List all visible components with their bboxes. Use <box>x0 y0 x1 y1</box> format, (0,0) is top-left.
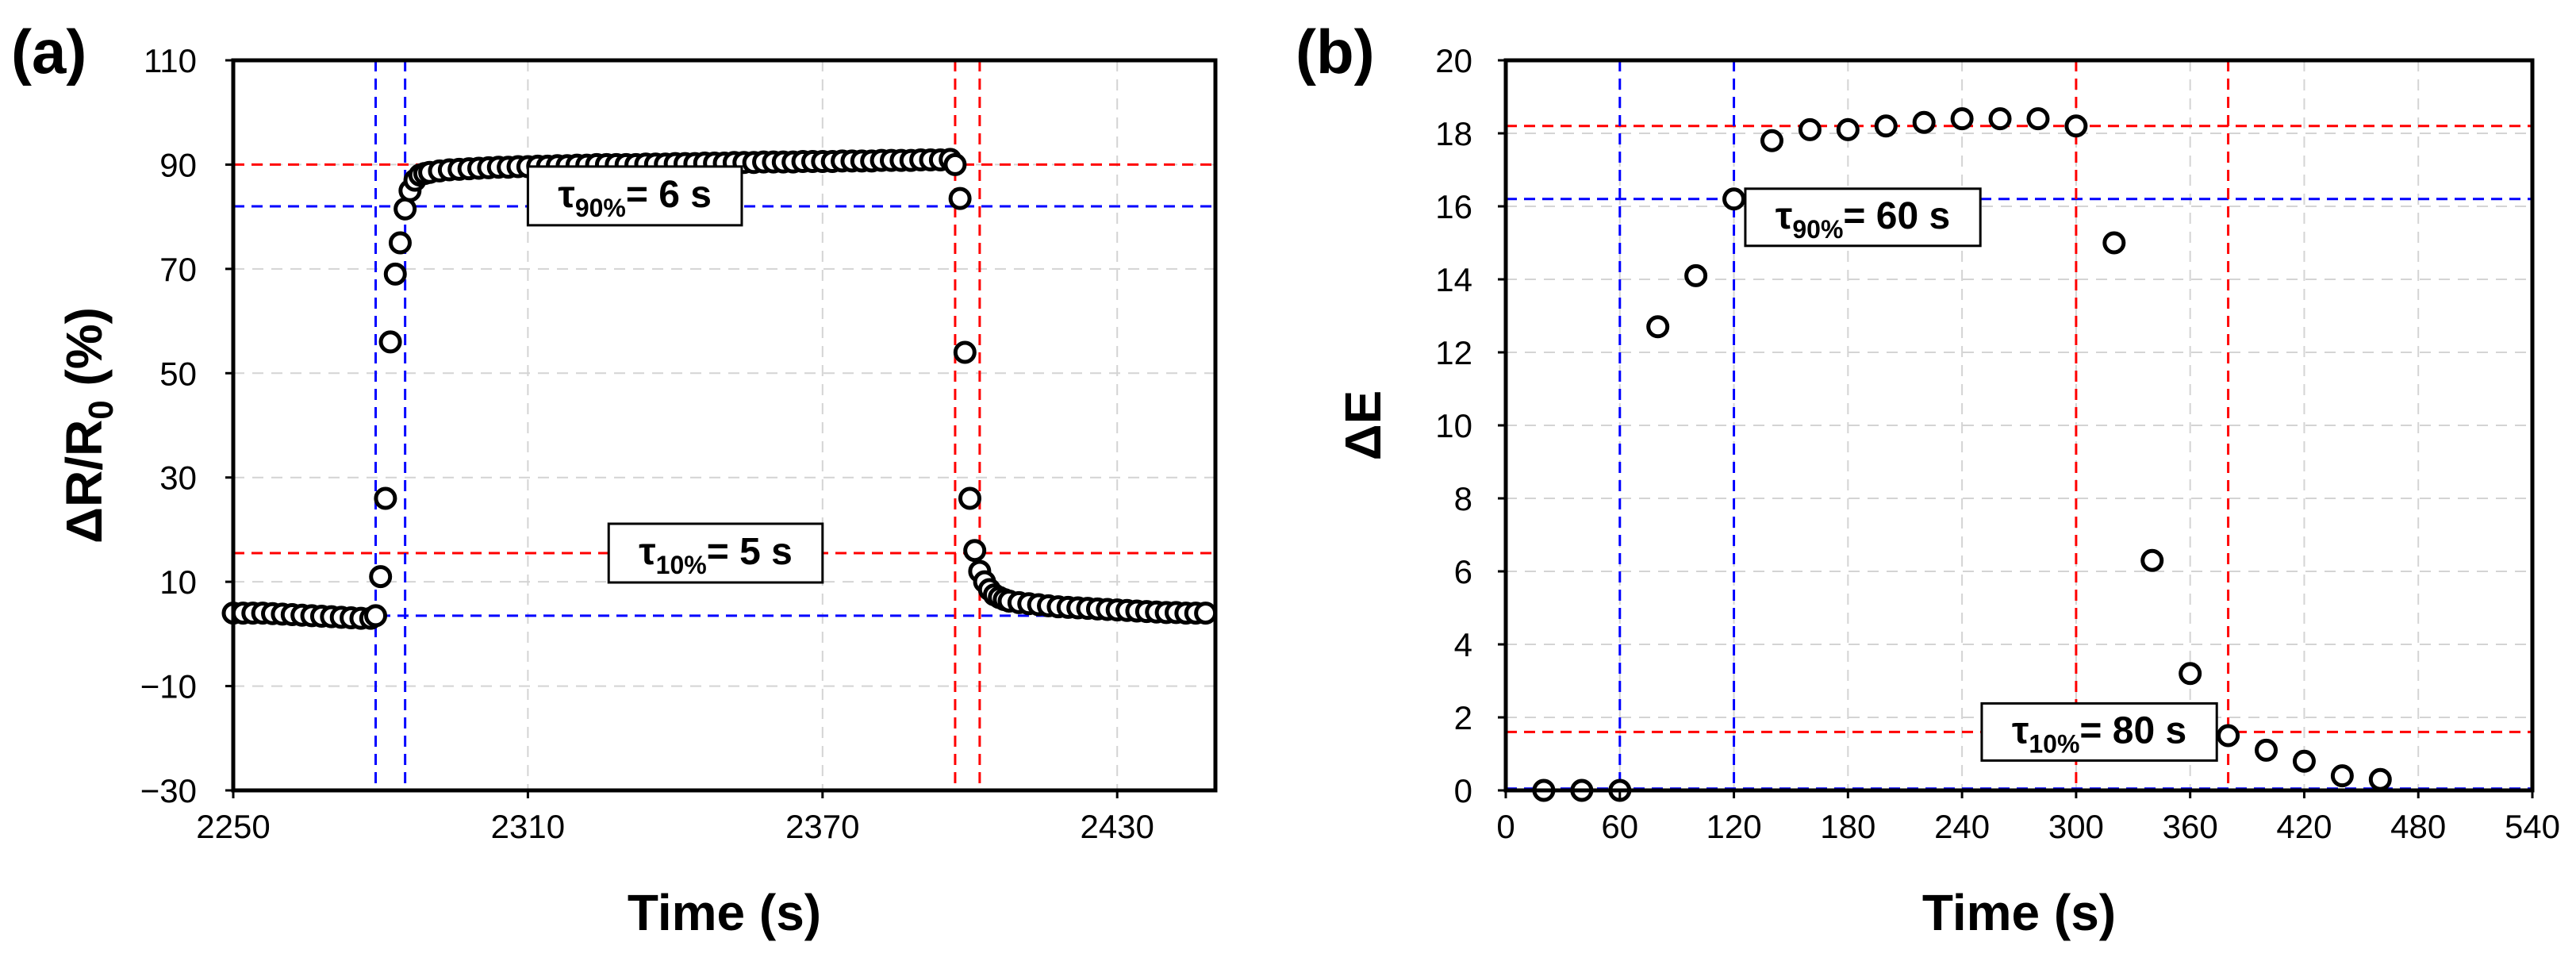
annotation-label: τ90%= 60 s <box>1776 195 1950 244</box>
y-tick-label: 6 <box>1454 553 1472 590</box>
y-tick-label: 110 <box>144 42 197 79</box>
data-point <box>2140 548 2164 572</box>
data-point <box>2179 662 2202 686</box>
data-point <box>2064 114 2088 138</box>
y-tick-label: −10 <box>140 668 197 705</box>
x-tick-label: 60 <box>1601 808 1638 845</box>
y-tick-label: 2 <box>1454 699 1472 736</box>
data-point <box>2026 107 2050 131</box>
data-point <box>1912 110 1936 134</box>
data-point <box>963 539 987 563</box>
data-point <box>394 197 417 221</box>
y-tick-label: 50 <box>159 355 197 392</box>
data-point <box>1646 315 1670 339</box>
x-tick-label: 2430 <box>1080 808 1154 845</box>
data-point <box>388 231 412 255</box>
x-axis-title: Time (s) <box>1922 884 2116 941</box>
x-tick-label: 180 <box>1820 808 1875 845</box>
data-point <box>948 186 972 210</box>
data-point <box>953 340 977 364</box>
annotation-box <box>1980 702 2218 762</box>
x-tick-label: 2250 <box>196 808 270 845</box>
data-point <box>1194 602 1218 625</box>
x-tick-label: 540 <box>2505 808 2560 845</box>
annotation-label: τ10%= 5 s <box>639 531 793 579</box>
x-tick-label: 2370 <box>785 808 859 845</box>
data-point <box>1874 114 1898 138</box>
data-point <box>1950 107 1974 131</box>
data-point <box>943 152 967 176</box>
panel-label-a: (a) <box>11 17 86 86</box>
y-tick-label: 14 <box>1435 261 1472 298</box>
data-point <box>958 486 981 510</box>
x-tick-label: 2310 <box>491 808 565 845</box>
y-tick-label: −30 <box>140 772 197 809</box>
y-tick-label: 90 <box>159 146 197 183</box>
y-tick-label: 8 <box>1454 480 1472 517</box>
x-tick-label: 480 <box>2390 808 2446 845</box>
data-point <box>1988 107 2012 131</box>
annotation-label: τ10%= 80 s <box>2012 709 2186 758</box>
y-tick-label: 18 <box>1435 115 1472 152</box>
y-tick-label: 10 <box>1435 407 1472 444</box>
y-axis-title: ΔR/R0 (%) <box>56 307 121 544</box>
data-point <box>1760 129 1783 152</box>
data-point <box>2217 724 2240 748</box>
data-point <box>2292 749 2316 773</box>
data-point <box>383 262 407 286</box>
annotation-box <box>526 165 743 227</box>
data-point <box>2330 764 2354 788</box>
panel-a: (a) τ90%= 6 s τ10%= 5 s 2250 2310 2370 2430 −30… <box>11 17 1218 941</box>
data-point <box>2102 231 2126 255</box>
y-tick-label: 70 <box>159 251 197 288</box>
data-point <box>374 486 397 510</box>
data-point <box>1684 263 1708 287</box>
x-tick-label: 300 <box>2048 808 2104 845</box>
x-tick-label: 120 <box>1706 808 1762 845</box>
data-point <box>1722 187 1746 211</box>
y-tick-label: 10 <box>159 563 197 601</box>
data-point <box>2255 738 2278 762</box>
panel-label-b: (b) <box>1296 17 1375 86</box>
y-tick-label: 12 <box>1435 334 1472 371</box>
annotation-box <box>607 522 824 584</box>
x-axis-title: Time (s) <box>628 884 821 941</box>
y-axis-title: ΔE <box>1334 390 1392 461</box>
x-tick-label: 0 <box>1496 808 1515 845</box>
plot-frame-a <box>231 58 1218 793</box>
y-tick-label: 30 <box>159 459 197 497</box>
x-tick-label: 420 <box>2276 808 2332 845</box>
x-tick-label: 240 <box>1934 808 1990 845</box>
annotation-box <box>1744 187 1982 248</box>
y-tick-label: 20 <box>1435 42 1472 79</box>
data-point <box>369 565 393 589</box>
y-tick-label: 0 <box>1454 772 1472 809</box>
plot-area-b <box>1506 60 2532 790</box>
data-point <box>378 330 402 354</box>
data-point <box>2368 767 2392 791</box>
annotation-label: τ90%= 6 s <box>558 174 712 222</box>
y-tick-label: 16 <box>1435 188 1472 225</box>
data-point <box>1798 117 1822 141</box>
x-tick-label: 360 <box>2163 808 2218 845</box>
y-tick-label: 4 <box>1454 626 1472 663</box>
data-point <box>364 604 388 628</box>
data-point <box>1836 117 1860 141</box>
